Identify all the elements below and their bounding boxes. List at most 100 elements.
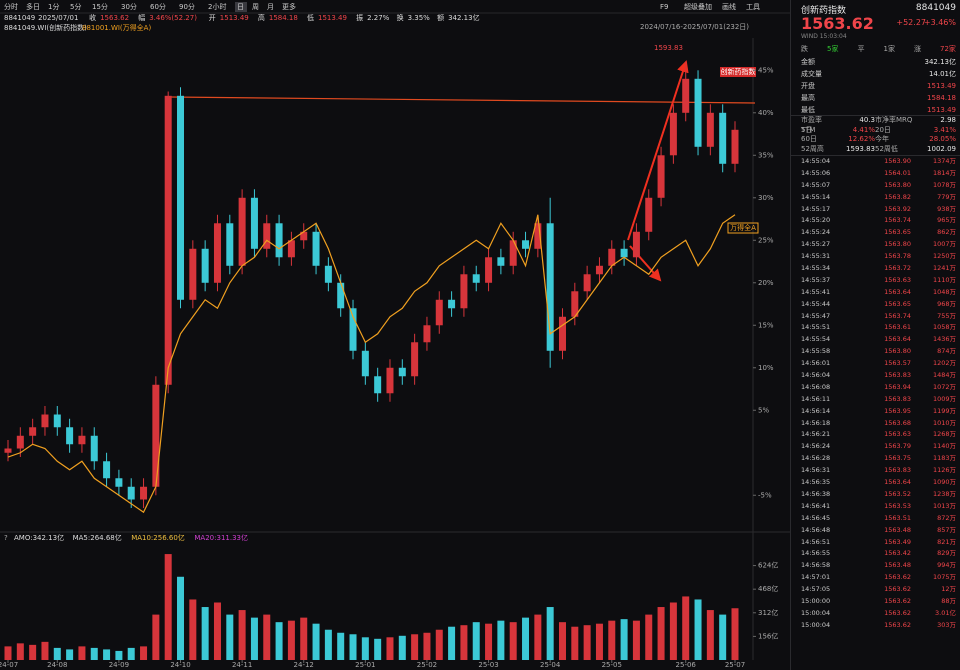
tick-price: 1563.74	[884, 216, 911, 225]
toolbar-button[interactable]: 30分	[121, 2, 137, 11]
toolbar-button[interactable]: 90分	[179, 2, 195, 11]
x-tick-label: 25-06	[676, 661, 697, 669]
x-tick-label: 24-08	[47, 661, 67, 669]
tick-price: 1563.95	[884, 406, 911, 415]
volume-bar	[645, 614, 653, 660]
toolbar-button[interactable]: 月	[267, 3, 274, 11]
toolbar-button[interactable]: 画线	[722, 2, 736, 11]
annotation: 1593.83	[654, 44, 683, 52]
tick-price: 1563.83	[884, 371, 911, 380]
x-tick-label: 25-01	[355, 661, 375, 669]
tick-row: 14:56:24 1563.79 1140万	[791, 441, 960, 453]
tick-time: 14:55:07	[801, 180, 831, 189]
tick-price: 1563.83	[884, 394, 911, 403]
breadth-item: 平	[857, 45, 865, 53]
tick-price: 1563.64	[884, 335, 911, 344]
tick-row: 14:56:11 1563.83 1009万	[791, 394, 960, 406]
stat-row: 成交量 14.01亿	[791, 69, 960, 81]
tick-row: 14:56:04 1563.83 1484万	[791, 370, 960, 382]
volume-bar	[29, 644, 37, 660]
x-tick-label: 25-03	[478, 661, 498, 669]
tick-time: 14:56:38	[801, 489, 831, 498]
index-code: 8841049	[915, 3, 956, 13]
tick-time: 14:56:08	[801, 382, 831, 391]
volume-bar	[620, 619, 628, 660]
stat-label: 8841049	[4, 14, 35, 22]
volume-bar	[226, 614, 234, 660]
tick-volume: 1199万	[932, 406, 956, 415]
tick-row: 14:56:55 1563.42 829万	[791, 548, 960, 560]
tick-price: 1563.80	[884, 180, 911, 189]
tick-price: 1563.68	[884, 418, 911, 427]
tick-row: 14:55:34 1563.72 1241万	[791, 263, 960, 275]
toolbar-button[interactable]: 15分	[92, 2, 108, 11]
x-tick-label: 25-02	[417, 661, 437, 669]
y-tick-label: 30%	[758, 194, 774, 202]
toolbar-button[interactable]: 60分	[150, 2, 166, 11]
stat-label: 最高	[801, 93, 815, 102]
tick-volume: 1436万	[932, 335, 956, 344]
toolbar-button[interactable]: 2小时	[208, 2, 226, 11]
y-tick-label: 468亿	[758, 584, 778, 593]
ratio-label: 20日	[875, 125, 891, 134]
tick-price: 1563.80	[884, 240, 911, 249]
volume-bar	[608, 620, 616, 660]
tick-row: 14:55:24 1563.65 862万	[791, 227, 960, 239]
tick-volume: 829万	[937, 549, 956, 558]
volume-bar	[250, 617, 258, 660]
toolbar-button[interactable]: 周	[252, 3, 259, 11]
toolbar-button[interactable]: 5分	[70, 2, 81, 11]
help-icon: ?	[4, 534, 8, 542]
volume-bar	[522, 617, 530, 660]
candle-body	[4, 448, 12, 453]
toolbar-button[interactable]: 工具	[746, 3, 760, 11]
tick-row: 14:55:17 1563.92 938万	[791, 204, 960, 216]
volume-legend: AMO:342.13亿	[14, 533, 64, 542]
candle-body	[29, 427, 37, 436]
toolbar-button[interactable]: 日	[237, 3, 244, 11]
stat-value: 1584.18	[269, 14, 298, 22]
toolbar-button[interactable]: 多日	[26, 2, 40, 11]
tick-time: 14:56:18	[801, 418, 831, 427]
candle-body	[669, 112, 677, 156]
x-tick-label: 24-07	[0, 661, 18, 669]
volume-bar	[324, 629, 332, 660]
toolbar-button[interactable]: 超级叠加	[684, 2, 712, 11]
tick-price: 1563.62	[884, 573, 911, 582]
tick-time: 14:56:21	[801, 430, 831, 439]
volume-bar	[657, 607, 665, 660]
y-tick-label: 10%	[758, 364, 774, 372]
candle-body	[324, 265, 332, 283]
tick-price: 1563.78	[884, 252, 911, 261]
volume-bar	[201, 607, 209, 660]
tick-time: 14:55:58	[801, 347, 831, 356]
tick-time: 14:55:44	[801, 299, 831, 308]
tick-price: 1563.49	[884, 537, 911, 546]
candle-body	[435, 299, 443, 326]
tick-volume: 1072万	[932, 382, 956, 391]
tick-volume: 1140万	[932, 442, 956, 451]
toolbar-button[interactable]: 分时	[4, 2, 18, 11]
candle-body	[374, 376, 382, 394]
tick-volume: 1202万	[932, 359, 956, 368]
toolbar-button[interactable]: 1分	[48, 2, 59, 11]
toolbar-button[interactable]: 更多	[282, 2, 296, 11]
tick-volume: 755万	[937, 311, 956, 320]
volume-bar	[386, 637, 394, 660]
tick-row: 14:56:38 1563.52 1238万	[791, 489, 960, 501]
candle-body	[115, 478, 123, 487]
tick-time: 14:55:14	[801, 192, 831, 201]
tick-time: 14:57:01	[801, 573, 831, 582]
tick-time: 14:56:55	[801, 549, 831, 558]
tick-row: 14:55:07 1563.80 1078万	[791, 180, 960, 192]
y-tick-label: 312亿	[758, 608, 778, 617]
volume-bar	[706, 610, 714, 660]
tick-volume: 3.01亿	[935, 608, 956, 617]
tick-row: 14:56:18 1563.68 1010万	[791, 418, 960, 430]
volume-bar	[238, 610, 246, 660]
index-name: 创新药指数	[801, 6, 847, 16]
tick-volume: 1241万	[932, 264, 956, 273]
volume-bar	[4, 646, 12, 660]
tick-row: 14:56:58 1563.48 994万	[791, 560, 960, 572]
toolbar-button[interactable]: F9	[660, 3, 668, 11]
